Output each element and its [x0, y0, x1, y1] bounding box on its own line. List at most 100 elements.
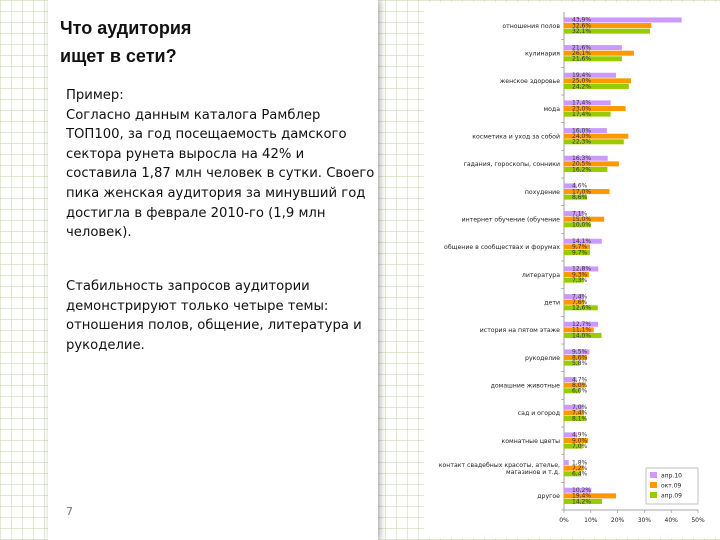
data-label: 14,1%: [572, 238, 591, 245]
content-panel: [48, 0, 378, 540]
bar-апр.09: [564, 139, 624, 145]
data-label: 9,7%: [572, 244, 588, 251]
legend-swatch: [650, 482, 657, 488]
bar-апр.10: [564, 155, 608, 161]
data-label: 4,6%: [572, 183, 588, 190]
data-label: 16,2%: [572, 166, 591, 173]
data-label: 9,7%: [572, 249, 588, 256]
bar-апр.09: [564, 498, 603, 504]
bar-апр.10: [564, 349, 590, 355]
chart-container: 0% 10% 20% 30% 40% 50% отношения полов 43,9% 32,…: [424, 2, 720, 538]
category-label: мода: [543, 106, 560, 113]
data-label: 7,0%: [572, 443, 588, 450]
legend-swatch: [650, 472, 657, 478]
data-label: 19,4%: [572, 72, 591, 79]
bar-окт.09: [564, 161, 619, 167]
data-label: 26,1%: [572, 50, 591, 57]
category-label: дети: [544, 300, 560, 307]
data-label: 15,0%: [572, 216, 591, 223]
bar-окт.09: [564, 23, 652, 29]
bar-апр.09: [564, 222, 591, 228]
bar-апр.09: [564, 443, 583, 449]
bar-апр.09: [564, 388, 581, 394]
bar-апр.10: [564, 17, 682, 23]
bar-апр.09: [564, 56, 622, 62]
data-label: 22,3%: [572, 139, 591, 146]
data-label: 17,4%: [572, 111, 591, 118]
data-label: 7,1%: [572, 210, 588, 217]
data-label: 19,4%: [572, 493, 591, 500]
bar-окт.09: [564, 438, 589, 444]
bar-апр.09: [564, 305, 598, 311]
bar-окт.09: [564, 410, 584, 416]
bar-апр.09: [564, 360, 580, 366]
data-label: 4,7%: [572, 376, 588, 383]
data-label: 16,0%: [572, 127, 591, 134]
slide-title: Что аудитория ищет в сети?: [60, 14, 360, 70]
category-label: гадания, гороскопы, сонники: [464, 161, 560, 168]
data-label: 20,5%: [572, 161, 591, 168]
data-label: 21,6%: [572, 56, 591, 63]
data-label: 8,0%: [572, 382, 588, 389]
data-label: 7,6%: [572, 299, 588, 306]
legend-label: апр.10: [661, 473, 682, 480]
bar-апр.10: [564, 183, 577, 189]
data-label: 7,2%: [572, 465, 588, 472]
data-label: 8,6%: [572, 354, 588, 361]
category-label: другое: [537, 493, 560, 500]
x-tick-label: 50%: [691, 517, 705, 524]
data-label: 16,3%: [572, 155, 591, 162]
category-label: общение в сообществах и форумах: [444, 243, 560, 251]
bar-апр.09: [564, 28, 651, 34]
paragraph-stability: Стабильность запросов аудитории демонстр…: [66, 279, 362, 353]
page-number: 7: [66, 505, 73, 518]
bar-окт.09: [564, 133, 629, 139]
data-label: 4,9%: [572, 432, 588, 439]
category-label: косметика и уход за собой: [472, 133, 560, 141]
data-label: 12,6%: [572, 305, 591, 312]
bar-окт.09: [564, 465, 584, 471]
data-label: 12,7%: [572, 321, 591, 328]
bar-окт.09: [564, 216, 605, 222]
data-label: 32,6%: [572, 22, 591, 29]
bar-окт.09: [564, 50, 634, 56]
bar-апр.10: [564, 487, 592, 493]
data-label: 9,5%: [572, 349, 588, 356]
bar-окт.09: [564, 189, 610, 195]
data-label: 25,0%: [572, 78, 591, 85]
data-label: 1,8%: [572, 459, 588, 466]
bar-chart: 0% 10% 20% 30% 40% 50%отношения полов43,9%32,…: [439, 12, 705, 524]
data-label: 6,4%: [572, 471, 588, 478]
data-label: 7,3%: [572, 277, 588, 284]
bar-апр.09: [564, 277, 584, 283]
category-label: отношения полов: [502, 23, 560, 30]
bar-окт.09: [564, 244, 590, 250]
slide-title-line1: Что аудитория: [60, 18, 192, 38]
slide-title-line2: ищет в сети?: [60, 46, 177, 66]
category-label: похудение: [525, 189, 560, 196]
category-label: магазинов и т.д.: [506, 469, 560, 476]
bar-окт.09: [564, 493, 616, 499]
data-label: 7,4%: [572, 410, 588, 417]
paragraph-example: Пример: Согласно данным каталога Рамблер…: [66, 88, 375, 241]
data-label: 7,4%: [572, 293, 588, 300]
category-label: кулинария: [525, 51, 560, 58]
bar-апр.10: [564, 432, 578, 438]
category-label: контакт свадебных красоты, ателье,: [439, 461, 560, 469]
bar-апр.09: [564, 332, 602, 338]
category-label: литература: [522, 272, 560, 279]
bar-окт.09: [564, 272, 589, 278]
data-label: 10,0%: [572, 222, 591, 229]
data-label: 21,6%: [572, 44, 591, 51]
bar-апр.10: [564, 377, 577, 383]
bar-окт.09: [564, 355, 588, 361]
bar-апр.10: [564, 404, 583, 410]
category-label: рукоделие: [525, 355, 560, 362]
category-label: история на пятом этаже: [480, 327, 560, 334]
category-label: интернет обучение (обучение: [462, 216, 561, 224]
x-tick-label: 40%: [665, 517, 679, 524]
bar-апр.09: [564, 249, 590, 255]
data-label: 5,8%: [572, 360, 588, 367]
category-label: сад и огород: [518, 410, 560, 417]
legend-label: апр.09: [661, 493, 682, 500]
